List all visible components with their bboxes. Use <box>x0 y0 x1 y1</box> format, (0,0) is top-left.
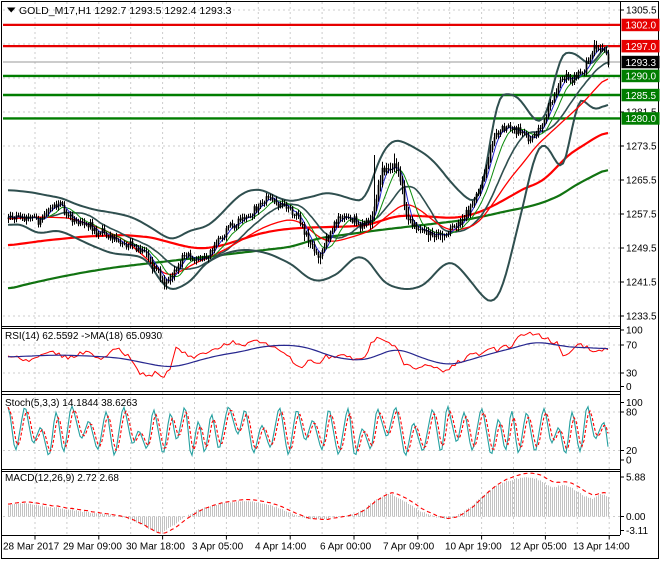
svg-text:1305.5: 1305.5 <box>626 6 657 17</box>
svg-text:13 Apr 14:00: 13 Apr 14:00 <box>573 542 630 553</box>
svg-text:1290.0: 1290.0 <box>626 72 657 83</box>
svg-text:1293.3: 1293.3 <box>626 58 657 69</box>
svg-text:100: 100 <box>626 398 643 409</box>
svg-text:28 Mar 2017: 28 Mar 2017 <box>3 542 60 553</box>
svg-text:5.88: 5.88 <box>626 473 646 484</box>
svg-text:1285.5: 1285.5 <box>626 91 657 102</box>
svg-text:70: 70 <box>626 341 638 352</box>
svg-text:20: 20 <box>626 446 638 457</box>
svg-text:80: 80 <box>626 408 638 419</box>
svg-text:6 Apr 00:00: 6 Apr 00:00 <box>320 542 372 553</box>
svg-text:1302.0: 1302.0 <box>626 21 657 32</box>
svg-text:Stoch(5,3,3) 14.1844 38.6263: Stoch(5,3,3) 14.1844 38.6263 <box>5 398 138 409</box>
svg-text:4 Apr 14:00: 4 Apr 14:00 <box>255 542 307 553</box>
svg-text:0: 0 <box>626 382 632 393</box>
svg-text:30: 30 <box>626 369 638 380</box>
svg-text:12 Apr 05:00: 12 Apr 05:00 <box>510 542 567 553</box>
svg-text:GOLD_M17,H1 1292.7 1293.5 129: GOLD_M17,H1 1292.7 1293.5 1292.4 1293.3 <box>19 5 232 17</box>
svg-text:10 Apr 19:00: 10 Apr 19:00 <box>445 542 502 553</box>
svg-text:0.00: 0.00 <box>626 512 646 523</box>
svg-text:1233.5: 1233.5 <box>626 312 657 323</box>
svg-text:1257.5: 1257.5 <box>626 210 657 221</box>
svg-text:29 Mar 09:00: 29 Mar 09:00 <box>63 542 122 553</box>
svg-text:1265.5: 1265.5 <box>626 176 657 187</box>
svg-text:RSI(14) 62.5592 ->MA(18) 65.0: RSI(14) 62.5592 ->MA(18) 65.0930 <box>5 331 162 342</box>
svg-text:30 Mar 18:00: 30 Mar 18:00 <box>126 542 185 553</box>
svg-text:1297.0: 1297.0 <box>626 42 657 53</box>
svg-text:MACD(12,26,9) 2.72 2.68: MACD(12,26,9) 2.72 2.68 <box>5 473 119 484</box>
svg-text:1249.5: 1249.5 <box>626 244 657 255</box>
svg-text:1273.5: 1273.5 <box>626 142 657 153</box>
svg-text:7 Apr 09:00: 7 Apr 09:00 <box>383 542 435 553</box>
svg-text:100: 100 <box>626 326 643 337</box>
svg-text:0: 0 <box>626 456 632 467</box>
svg-text:1280.0: 1280.0 <box>626 114 657 125</box>
svg-text:1241.5: 1241.5 <box>626 278 657 289</box>
svg-text:3 Apr 05:00: 3 Apr 05:00 <box>192 542 244 553</box>
svg-text:-3.11: -3.11 <box>626 526 648 537</box>
